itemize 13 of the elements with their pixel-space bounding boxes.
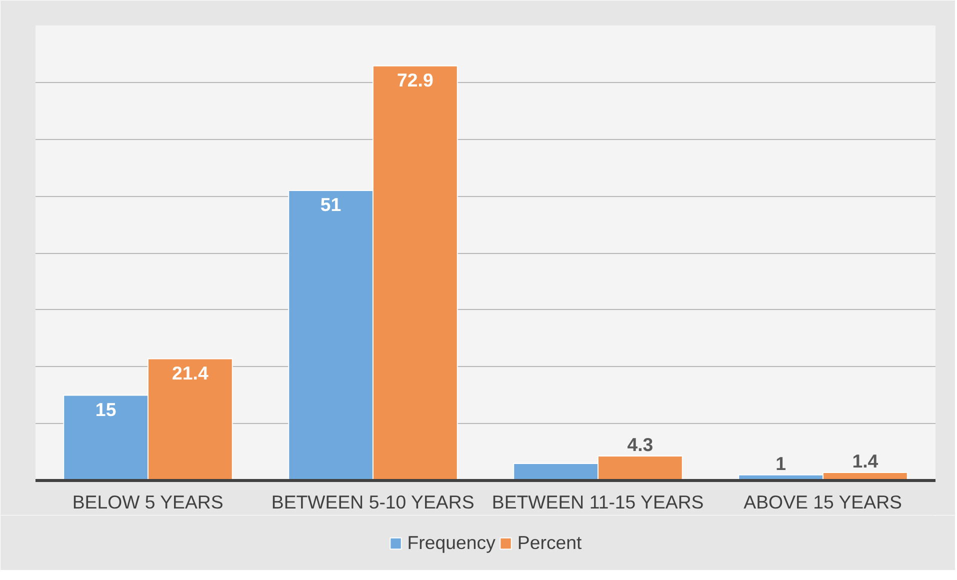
x-tick-label: BELOW 5 YEARS <box>72 492 224 512</box>
x-tick-label: BETWEEN 11-15 YEARS <box>492 492 704 512</box>
data-label: 15 <box>95 398 116 420</box>
data-label: 21.4 <box>172 362 209 384</box>
legend-label: Frequency <box>407 532 496 554</box>
data-label: 51 <box>320 194 342 216</box>
x-tick-label: ABOVE 15 YEARS <box>744 492 902 512</box>
legend-label: Percent <box>517 532 582 554</box>
data-label: 1 <box>776 452 786 474</box>
data-label: 4.3 <box>627 434 654 456</box>
x-tick-label: BETWEEN 5-10 YEARS <box>271 492 474 512</box>
data-label: 72.9 <box>397 70 434 91</box>
data-label: 1.4 <box>852 450 879 472</box>
